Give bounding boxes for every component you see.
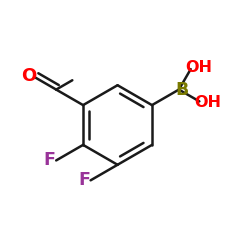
Text: OH: OH [186,60,212,76]
Text: B: B [175,80,188,98]
Text: F: F [44,151,56,169]
Text: O: O [21,67,36,85]
Text: OH: OH [194,95,221,110]
Text: F: F [78,170,90,188]
